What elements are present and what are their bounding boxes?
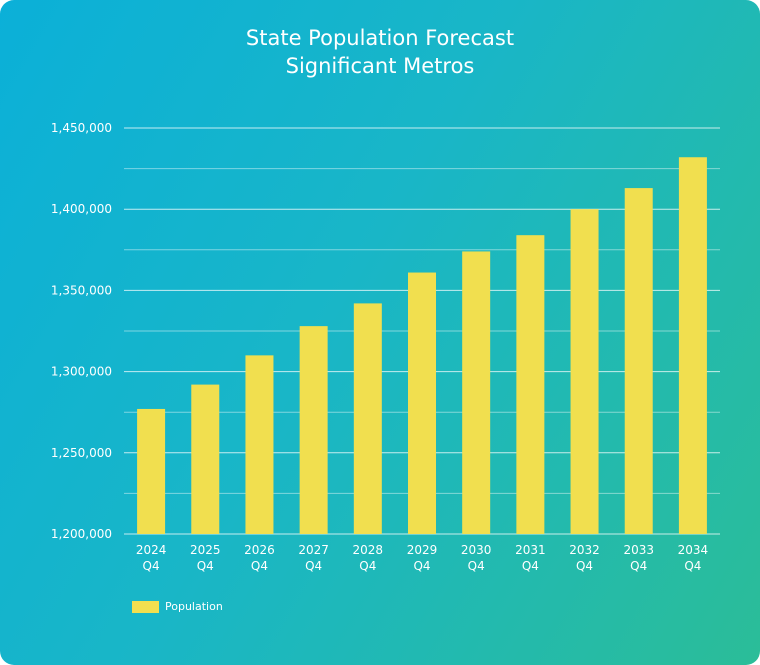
legend-swatch: [132, 600, 159, 613]
bar[interactable]: [678, 157, 707, 534]
x-tick-label: 2024: [136, 543, 167, 557]
x-tick-label: 2029: [407, 543, 438, 557]
x-tick-label: Q4: [522, 559, 539, 573]
legend-label: Population: [165, 600, 223, 613]
x-tick-label: Q4: [251, 559, 268, 573]
bar[interactable]: [408, 272, 436, 534]
x-tick-label: 2027: [298, 543, 329, 557]
y-tick-label: 1,450,000: [51, 121, 112, 135]
chart-title: State Population Forecast: [245, 26, 515, 50]
bar[interactable]: [191, 384, 220, 534]
x-tick-label: 2030: [461, 543, 492, 557]
x-tick-label: Q4: [684, 559, 701, 573]
x-tick-label: Q4: [576, 559, 593, 573]
x-tick-label: 2034: [678, 543, 709, 557]
x-tick-label: 2026: [244, 543, 275, 557]
x-tick-label: Q4: [468, 559, 485, 573]
x-tick-label: 2032: [569, 543, 600, 557]
x-tick-label: Q4: [630, 559, 647, 573]
bar[interactable]: [462, 251, 491, 534]
y-tick-label: 1,300,000: [51, 365, 112, 379]
chart-title-block: State Population Forecast Significant Me…: [0, 24, 760, 80]
x-tick-label: Q4: [359, 559, 376, 573]
x-tick-label: Q4: [413, 559, 430, 573]
x-tick-label: 2028: [353, 543, 384, 557]
bar[interactable]: [245, 355, 274, 534]
y-tick-label: 1,400,000: [51, 202, 112, 216]
bar[interactable]: [299, 326, 328, 534]
x-tick-label: Q4: [305, 559, 322, 573]
legend[interactable]: Population: [132, 600, 223, 613]
x-tick-label: 2025: [190, 543, 221, 557]
y-tick-label: 1,250,000: [51, 446, 112, 460]
chart-subtitle: Significant Metros: [285, 54, 475, 78]
x-tick-label: 2033: [623, 543, 654, 557]
x-tick-label: Q4: [197, 559, 214, 573]
y-tick-label: 1,350,000: [51, 283, 112, 297]
bar[interactable]: [353, 303, 382, 534]
x-tick-label: 2031: [515, 543, 546, 557]
bar[interactable]: [137, 408, 166, 534]
bar[interactable]: [624, 188, 653, 534]
bar[interactable]: [516, 235, 545, 534]
y-tick-label: 1,200,000: [51, 527, 112, 541]
x-tick-label: Q4: [143, 559, 160, 573]
bar[interactable]: [570, 209, 599, 534]
